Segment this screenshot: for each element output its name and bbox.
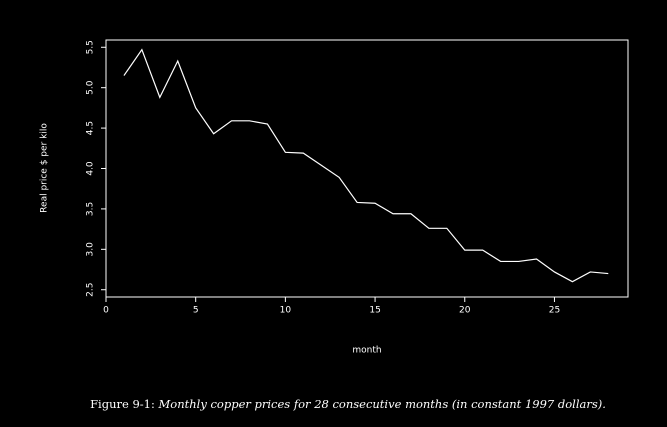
x-tick-label: 20 bbox=[459, 306, 471, 316]
y-axis-label: Real price $ per kilo bbox=[40, 123, 50, 213]
x-tick-label: 5 bbox=[193, 306, 199, 316]
y-tick-label: 4.0 bbox=[86, 161, 96, 176]
figure-label: Figure 9-1: bbox=[90, 397, 155, 411]
x-tick-label: 0 bbox=[103, 306, 109, 316]
x-tick-label: 10 bbox=[280, 306, 292, 316]
data-line bbox=[123, 48, 609, 283]
y-tick-label: 3.0 bbox=[86, 242, 96, 257]
y-tick-label: 5.5 bbox=[86, 40, 96, 54]
y-tick-label: 3.5 bbox=[86, 202, 96, 216]
chart-title: Monthly copper prices for 28 consecutive… bbox=[158, 397, 606, 411]
y-tick-label: 4.5 bbox=[86, 121, 96, 135]
x-tick-label: 15 bbox=[369, 306, 380, 316]
y-tick-label: 2.5 bbox=[86, 283, 96, 297]
x-tick-label: 25 bbox=[549, 306, 560, 316]
caption: Figure 9-1: Monthly copper prices for 28… bbox=[90, 397, 606, 411]
x-axis-label: month bbox=[352, 346, 381, 356]
y-tick-label: 5.0 bbox=[86, 80, 96, 95]
